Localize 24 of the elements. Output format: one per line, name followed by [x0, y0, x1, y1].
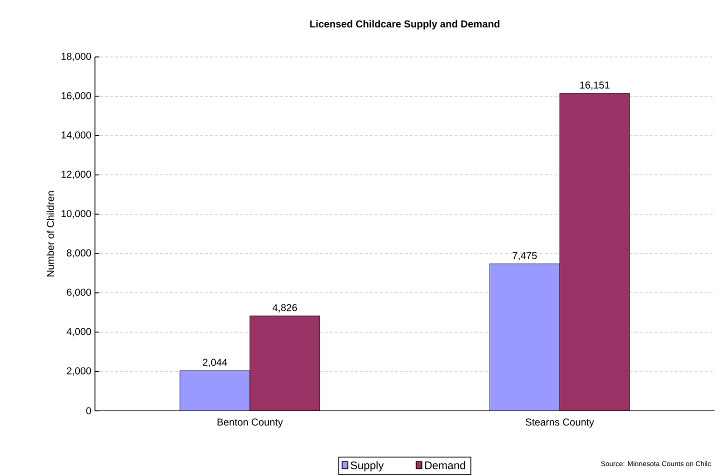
y-axis-title: Number of Children	[46, 191, 54, 277]
data-label: 16,151	[580, 82, 610, 90]
y-tick-label: 4,000	[66, 328, 92, 336]
y-tick-label: 0	[86, 407, 92, 414]
y-tick-label: 8,000	[66, 250, 92, 258]
bar	[250, 316, 320, 411]
y-tick-label: 10,000	[62, 210, 92, 218]
x-tick-label: Benton County	[218, 418, 283, 428]
chart-title: Licensed Childcare Supply and Demand	[310, 20, 500, 30]
y-tick-label: 2,000	[66, 367, 92, 376]
x-tick-label: Stearns County	[526, 418, 594, 428]
bar	[559, 93, 630, 411]
bar	[180, 370, 250, 411]
bar	[490, 264, 560, 411]
legend-label: Demand	[425, 461, 466, 470]
y-tick-label: 16,000	[62, 92, 92, 101]
legend-label: Supply	[350, 461, 384, 472]
y-tick-label: 12,000	[62, 170, 92, 180]
data-label: 4,826	[272, 304, 297, 313]
y-tick-label: 6,000	[66, 288, 92, 298]
data-label: 2,044	[202, 358, 228, 368]
y-tick-label: 18,000	[62, 52, 92, 62]
y-tick-label: 14,000	[62, 132, 92, 140]
data-label: 7,475	[512, 252, 537, 260]
